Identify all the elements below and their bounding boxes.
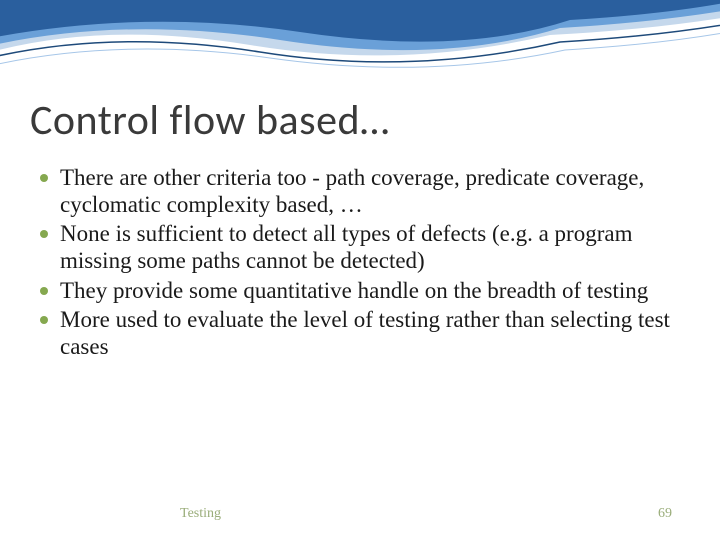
bullet-item: More used to evaluate the level of testi… [38,306,690,360]
footer-label: Testing [180,506,221,522]
bullet-list: There are other criteria too - path cove… [30,164,690,360]
slide-content: Control flow based… There are other crit… [30,95,690,362]
slide-title: Control flow based… [30,95,690,146]
header-wave-decoration [0,0,720,90]
bullet-item: They provide some quantitative handle on… [38,277,690,304]
slide-footer: Testing 69 [0,506,720,522]
bullet-item: None is sufficient to detect all types o… [38,220,690,274]
bullet-item: There are other criteria too - path cove… [38,164,690,218]
page-number: 69 [658,506,672,522]
wave-svg [0,0,720,90]
